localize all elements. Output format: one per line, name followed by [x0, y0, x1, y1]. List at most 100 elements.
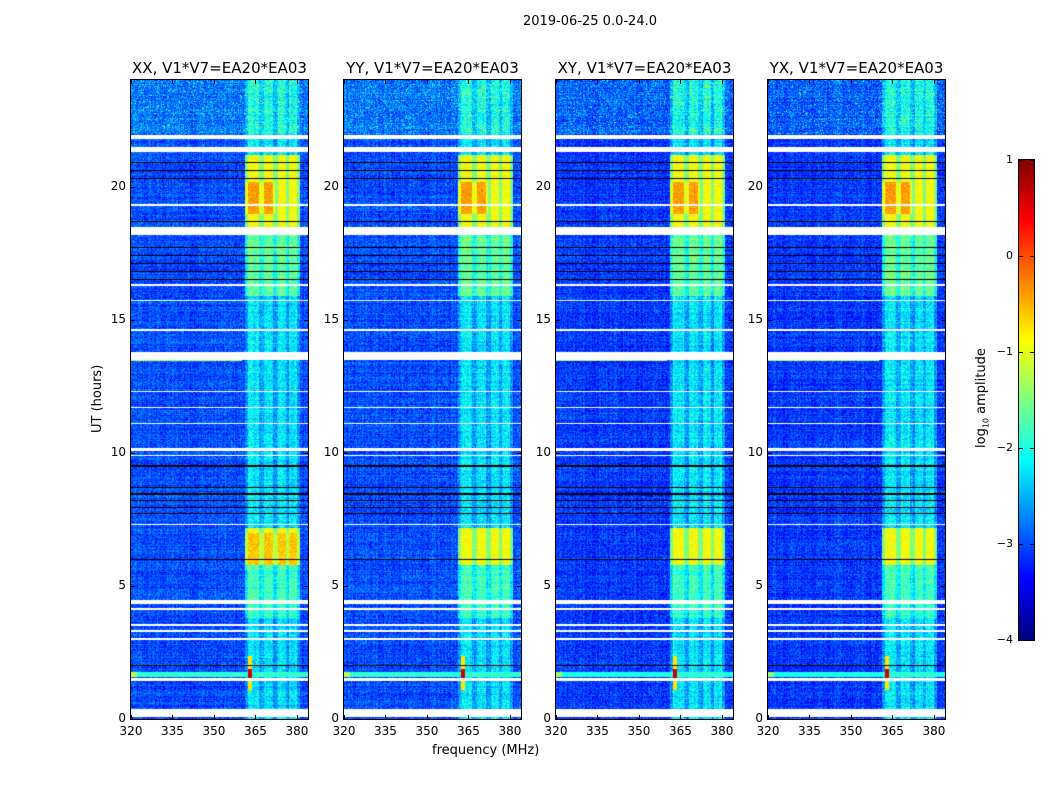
spectrogram-yx	[768, 80, 945, 719]
x-tick-mark	[850, 80, 852, 84]
y-tick-mark	[344, 186, 348, 188]
x-tick-label: 320	[119, 724, 143, 738]
y-tick-label: 10	[110, 444, 126, 459]
colorbar-tick-label: −4	[996, 633, 1013, 646]
x-tick-label: 320	[756, 724, 780, 738]
x-tick-mark	[296, 80, 298, 84]
colorbar-tick-mark	[1030, 544, 1034, 545]
x-tick-label: 335	[374, 724, 397, 738]
colorbar-tick-label: 0	[1006, 249, 1013, 262]
colorbar-tick-mark	[1030, 352, 1034, 353]
y-tick-label: 15	[747, 311, 763, 326]
x-tick-label: 380	[922, 724, 946, 738]
x-tick-mark	[426, 715, 428, 719]
x-tick-label: 320	[544, 724, 568, 738]
x-tick-label: 335	[798, 724, 821, 738]
x-tick-mark	[296, 715, 298, 719]
x-tick-mark	[344, 80, 345, 84]
x-tick-mark	[721, 80, 723, 84]
x-tick-mark	[680, 715, 682, 719]
colorbar-label-suffix: amplitude	[974, 348, 989, 418]
x-tick-mark	[131, 715, 132, 719]
x-tick-mark	[933, 715, 935, 719]
y-tick-mark	[304, 719, 308, 720]
y-tick-label: 10	[535, 444, 551, 459]
y-tick-label: 15	[110, 311, 126, 326]
y-tick-label: 5	[331, 577, 339, 592]
colorbar-tick-label: −2	[996, 441, 1013, 454]
x-tick-mark	[426, 80, 428, 84]
x-tick-label: 350	[627, 724, 651, 738]
y-tick-label: 0	[118, 711, 126, 725]
colorbar-tick-label: −3	[996, 537, 1013, 550]
y-tick-label: 10	[323, 444, 339, 459]
x-tick-label: 350	[202, 724, 226, 738]
x-tick-label: 350	[839, 724, 863, 738]
y-tick-label: 0	[331, 711, 339, 725]
y-tick-mark	[556, 719, 560, 720]
y-tick-label: 20	[747, 178, 763, 193]
x-tick-label: 365	[669, 724, 692, 738]
y-tick-mark	[131, 719, 135, 720]
x-tick-mark	[597, 715, 599, 719]
x-tick-label: 350	[415, 724, 439, 738]
y-tick-mark	[941, 585, 945, 587]
y-tick-label: 20	[110, 178, 126, 193]
y-tick-mark	[344, 452, 348, 454]
x-tick-mark	[385, 715, 387, 719]
y-tick-mark	[304, 319, 308, 321]
x-tick-label: 335	[161, 724, 184, 738]
x-tick-mark	[468, 80, 470, 84]
x-tick-label: 320	[332, 724, 356, 738]
colorbar-tick-mark	[1030, 160, 1034, 161]
x-tick-label: 380	[498, 724, 522, 738]
y-tick-label: 20	[535, 178, 551, 193]
y-tick-mark	[556, 452, 560, 454]
y-tick-mark	[941, 319, 945, 321]
figure-title: 2019-06-25 0.0-24.0	[523, 14, 657, 29]
x-tick-mark	[768, 80, 769, 84]
x-tick-mark	[809, 80, 811, 84]
y-tick-mark	[941, 186, 945, 188]
y-tick-mark	[131, 585, 135, 587]
panel-title-xx: XX, V1*V7=EA20*EA03	[132, 59, 307, 77]
y-tick-mark	[517, 585, 521, 587]
y-tick-label: 5	[118, 577, 126, 592]
x-tick-mark	[385, 80, 387, 84]
colorbar-tick-label: −1	[996, 345, 1013, 358]
y-tick-mark	[304, 186, 308, 188]
y-tick-mark	[517, 719, 521, 720]
y-tick-label: 10	[747, 444, 763, 459]
colorbar-tick-mark	[1019, 160, 1023, 161]
y-tick-mark	[131, 452, 135, 454]
colorbar-label-sub: 10	[981, 417, 991, 429]
x-tick-mark	[680, 80, 682, 84]
heatmap-panel-xx	[130, 79, 309, 720]
y-tick-mark	[729, 186, 733, 188]
x-tick-mark	[638, 80, 640, 84]
spectrogram-xx	[131, 80, 308, 719]
x-tick-label: 335	[586, 724, 609, 738]
colorbar	[1018, 159, 1035, 641]
colorbar-label: log10 amplitude	[974, 348, 991, 448]
x-tick-label: 380	[285, 724, 309, 738]
spectrogram-yy	[344, 80, 521, 719]
x-tick-label: 365	[881, 724, 904, 738]
y-tick-mark	[517, 186, 521, 188]
y-tick-mark	[941, 452, 945, 454]
x-tick-mark	[597, 80, 599, 84]
colorbar-tick-mark	[1019, 544, 1023, 545]
x-tick-label: 365	[244, 724, 267, 738]
y-tick-label: 0	[543, 711, 551, 725]
y-tick-mark	[556, 186, 560, 188]
panel-title-yx: YX, V1*V7=EA20*EA03	[769, 59, 944, 77]
y-tick-mark	[131, 319, 135, 321]
y-tick-mark	[344, 719, 348, 720]
x-tick-mark	[172, 715, 174, 719]
x-tick-mark	[344, 715, 345, 719]
y-tick-mark	[768, 719, 772, 720]
x-axis-label: frequency (MHz)	[432, 743, 540, 758]
colorbar-tick-label: 1	[1006, 153, 1013, 166]
y-tick-mark	[768, 585, 772, 587]
